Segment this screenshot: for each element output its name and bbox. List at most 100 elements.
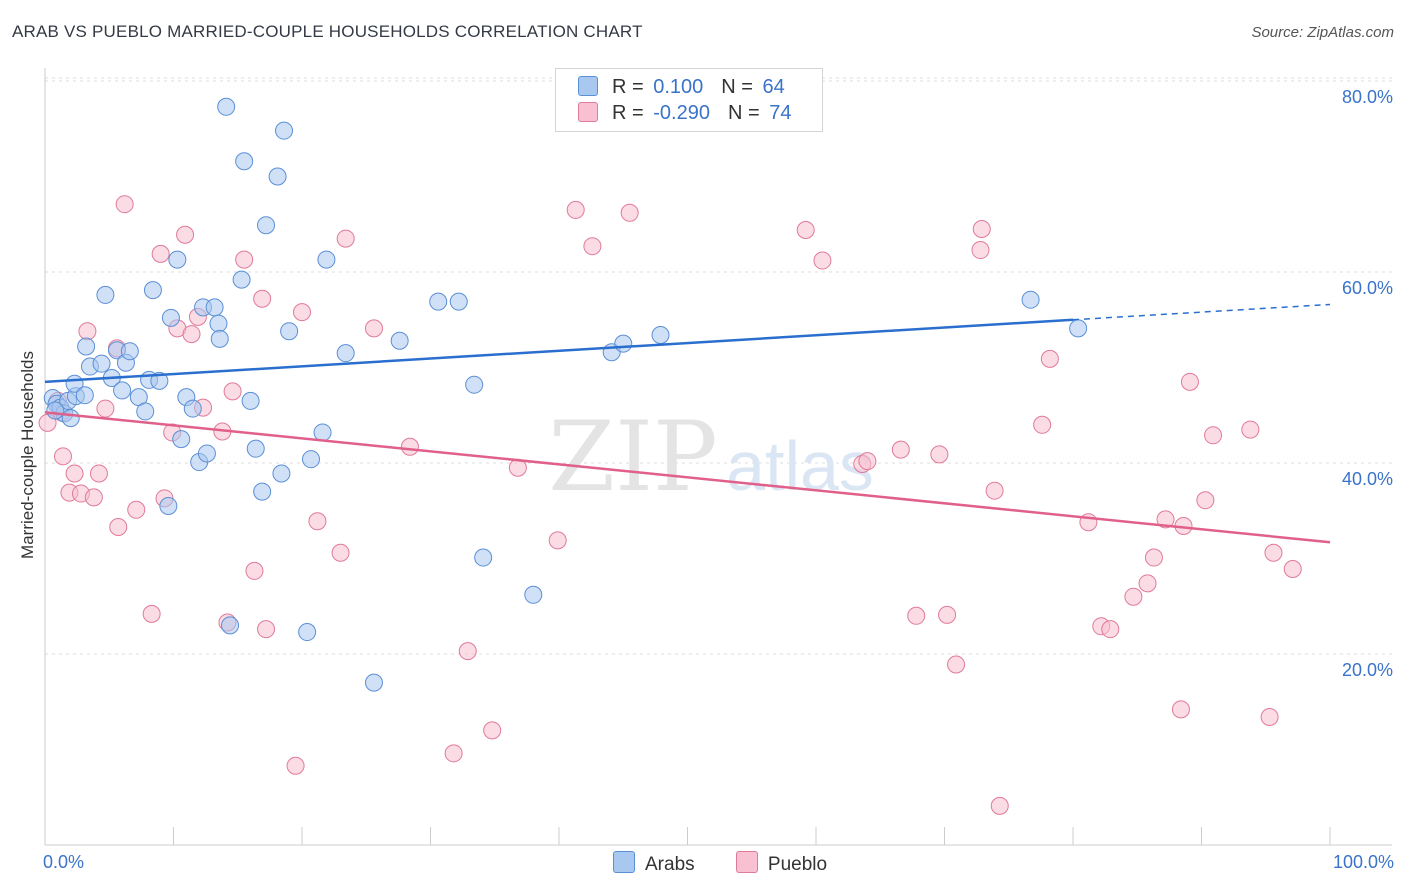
point-pueblo [308,512,327,531]
point-pueblo [223,382,242,401]
x-tick-label-min: 0.0% [43,852,85,872]
point-pueblo [127,500,146,519]
point-arabs [272,464,291,483]
point-arabs [150,371,169,390]
series-legend: Arabs Pueblo [613,851,863,876]
point-arabs [168,250,187,269]
point-pueblo [1101,620,1120,639]
point-pueblo [458,642,477,661]
y-tick-label-80: 80.0% [1341,87,1393,107]
point-arabs [143,281,162,300]
point-arabs [197,444,216,463]
point-arabs [313,423,332,442]
point-arabs [268,167,287,186]
n-label: N = [727,102,760,124]
point-arabs [232,270,251,289]
point-arabs [92,354,111,373]
r-value-arabs: 0.100 [647,76,704,98]
point-pueblo [245,561,264,580]
point-arabs [246,439,265,458]
y-tick-label-40: 40.0% [1341,469,1393,489]
point-arabs [205,298,224,317]
point-pueblo [257,620,276,639]
point-pueblo [84,488,103,507]
n-value-arabs: 64 [762,76,785,98]
point-pueblo [1144,548,1163,567]
point-arabs [390,331,409,350]
point-pueblo [483,721,502,740]
point-pueblo [53,447,72,466]
trend-line-arabs [44,318,1074,384]
point-arabs [235,152,254,171]
point-pueblo [1156,510,1175,529]
point-pueblo [142,604,161,623]
point-arabs [336,344,355,363]
n-label: N = [721,76,753,98]
point-pueblo [253,289,272,308]
arabs-legend-swatch [613,851,635,873]
point-pueblo [235,250,254,269]
point-arabs [275,121,294,140]
watermark-zip: ZIP [548,401,717,513]
point-pueblo [151,244,170,263]
point-arabs [298,623,317,642]
point-pueblo [182,325,201,344]
y-tick-label-20: 20.0% [1341,660,1393,680]
point-pueblo [583,237,602,256]
point-pueblo [1033,415,1052,434]
legend-item-arabs: Arabs [613,851,695,876]
point-pueblo [400,437,419,456]
point-pueblo [364,319,383,338]
point-pueblo [1138,574,1157,593]
pueblo-swatch [578,102,598,122]
point-arabs [614,334,633,353]
point-pueblo [1196,491,1215,510]
x-tick-label-max: 100.0% [1332,852,1394,872]
point-arabs [210,329,229,348]
point-pueblo [444,744,463,763]
point-pueblo [796,220,815,239]
trend-lines [44,303,1331,544]
point-pueblo [1180,372,1199,391]
point-pueblo [548,531,567,550]
point-arabs [136,402,155,421]
watermark-atlas: atlas [726,427,874,505]
point-arabs [75,386,94,405]
point-arabs [1069,319,1088,338]
legend-label-pueblo: Pueblo [767,854,828,875]
point-pueblo [78,322,97,341]
point-pueblo [891,440,910,459]
trend-line-pueblo [44,411,1331,544]
point-pueblo [971,241,990,260]
point-pueblo [990,796,1009,815]
point-arabs [46,401,65,420]
point-pueblo [947,655,966,674]
point-pueblo [938,605,957,624]
legend-item-pueblo: Pueblo [735,851,828,876]
point-pueblo [972,220,991,239]
point-arabs [465,375,484,394]
r-label: R = [612,76,644,98]
point-arabs [253,482,272,501]
point-pueblo [1241,420,1260,439]
point-pueblo [858,452,877,471]
point-pueblo [96,399,115,418]
point-arabs [317,250,336,269]
point-arabs [161,308,180,327]
chart-title: ARAB VS PUEBLO MARRIED-COUPLE HOUSEHOLDS… [12,22,643,41]
y-axis-label: Married-couple Households [18,351,37,559]
axes [44,68,1392,846]
point-pueblo [1204,426,1223,445]
point-arabs [113,381,132,400]
stats-legend-row-arabs: R = 0.100 N = 64 [578,76,785,100]
point-pueblo [331,543,350,562]
point-pueblo [813,251,832,270]
point-pueblo [1260,708,1279,727]
point-pueblo [930,445,949,464]
point-arabs [301,450,320,469]
source-label: Source: ZipAtlas.com [1251,24,1394,41]
point-pueblo [293,303,311,322]
point-arabs [241,391,260,410]
point-pueblo [65,464,84,483]
